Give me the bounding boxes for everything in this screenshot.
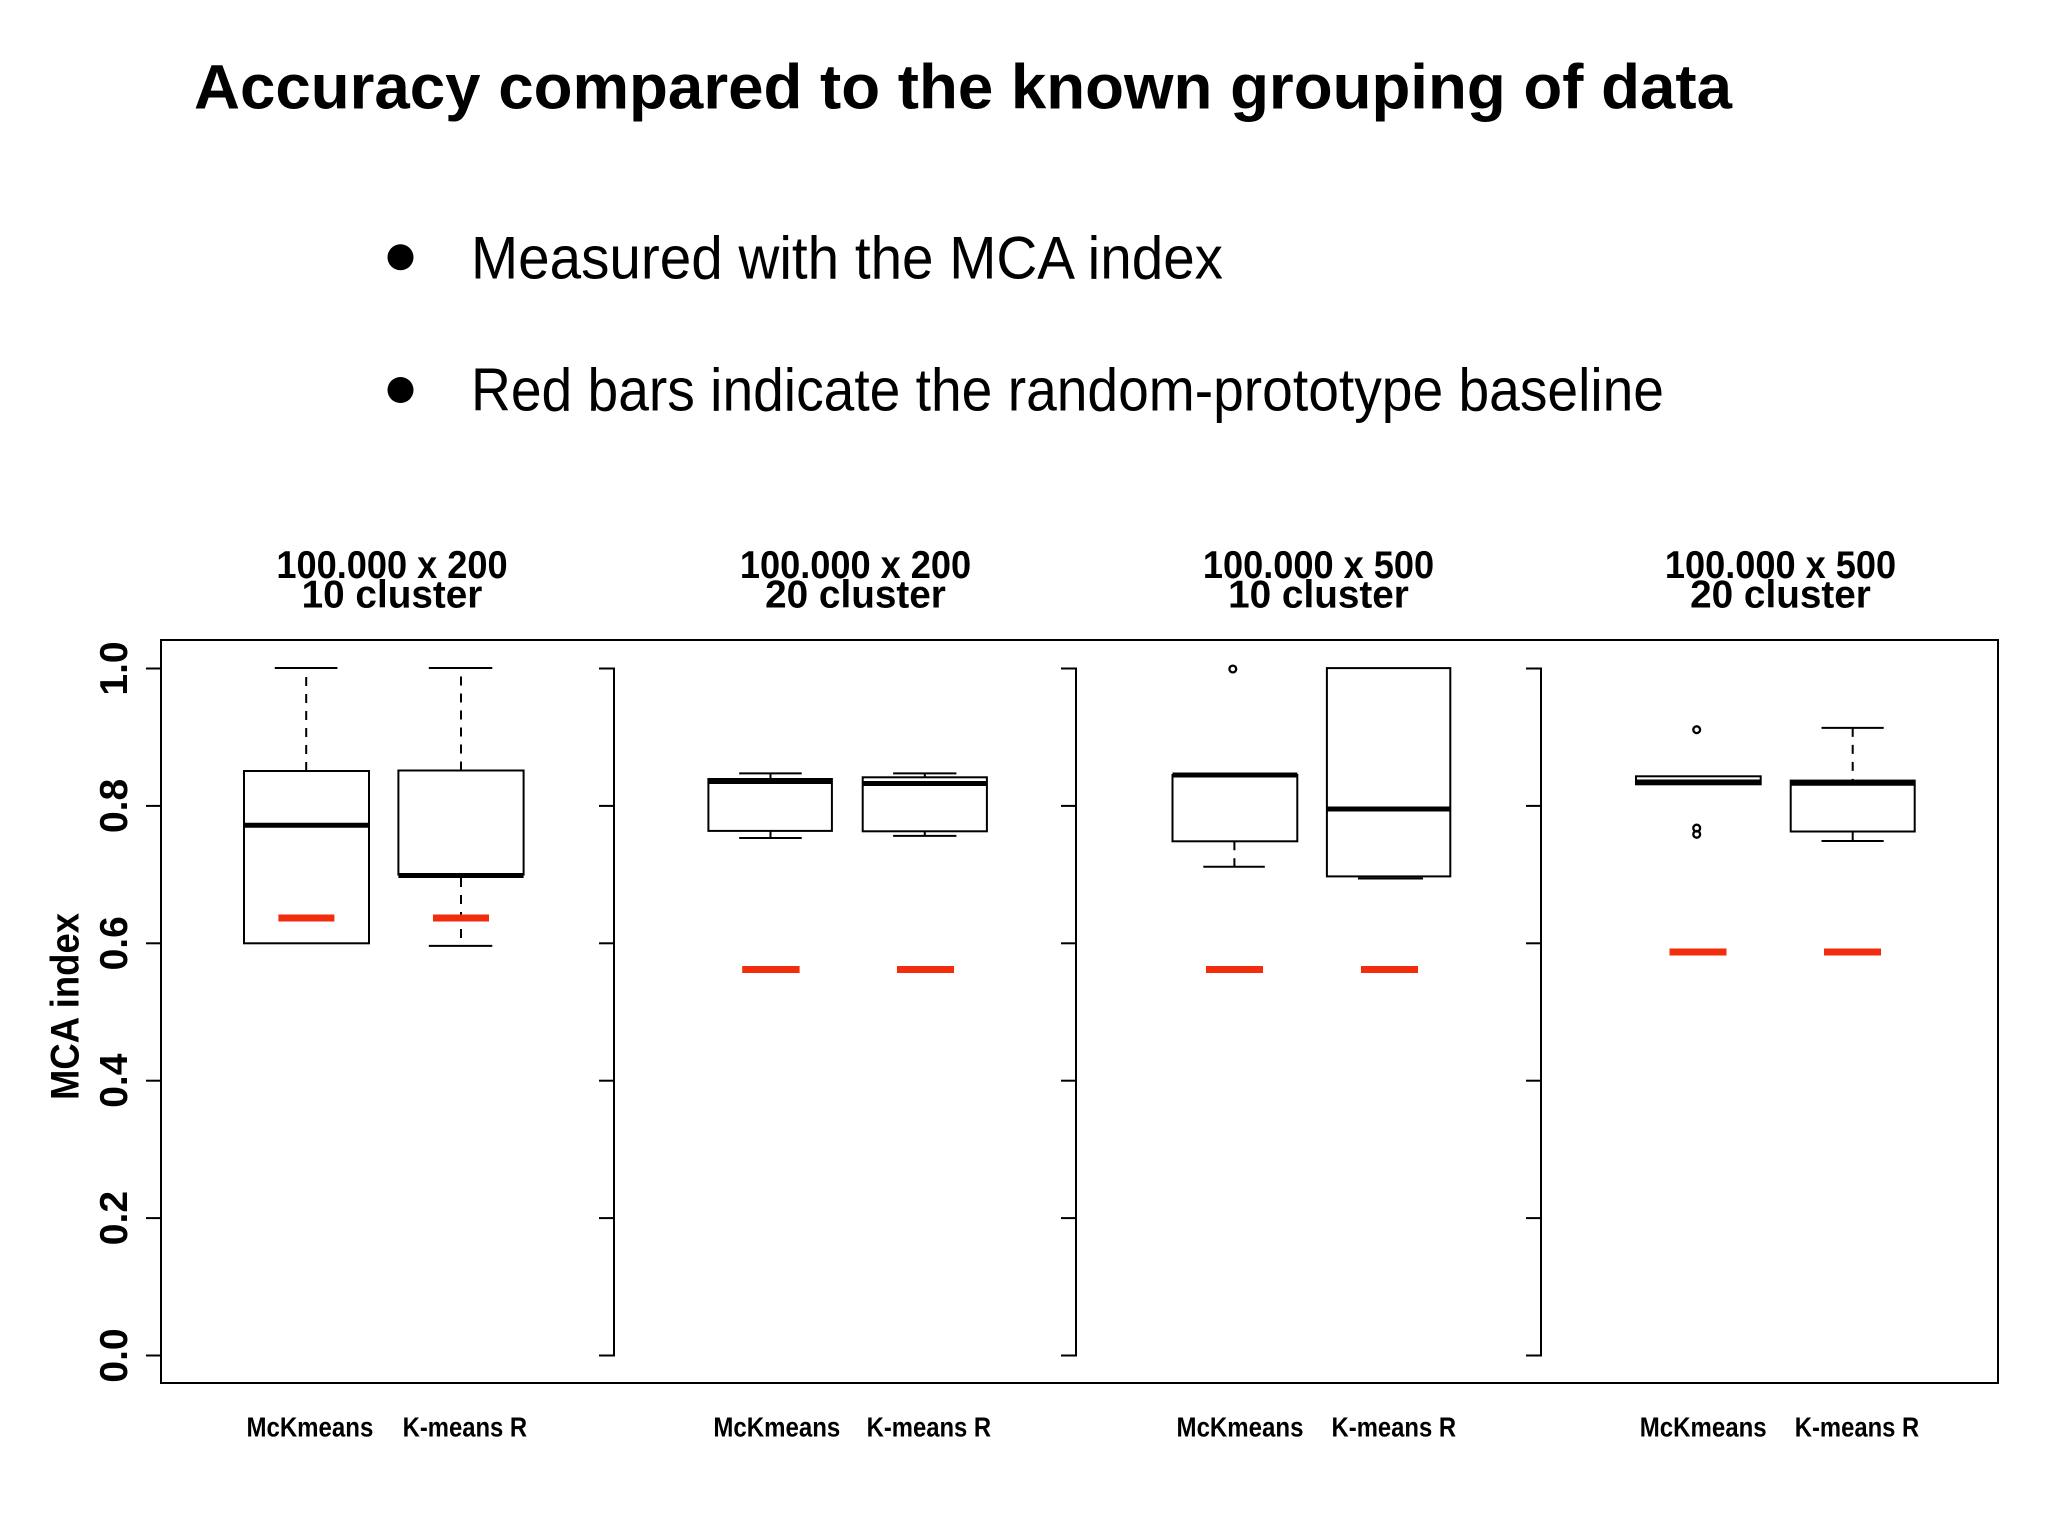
svg-text:Red bars indicate the random-p: Red bars indicate the random-prototype b…: [471, 357, 1664, 424]
svg-text:100.000 x 500: 100.000 x 500: [1665, 544, 1896, 587]
svg-text:McKmeans: McKmeans: [713, 1411, 840, 1442]
svg-text:100.000 x 500: 100.000 x 500: [1203, 544, 1434, 587]
svg-text:K-means R: K-means R: [1332, 1411, 1457, 1442]
svg-text:McKmeans: McKmeans: [1640, 1411, 1767, 1442]
svg-text:0.2: 0.2: [93, 1191, 136, 1245]
svg-text:Accuracy compared to the known: Accuracy compared to the known grouping …: [194, 52, 1733, 122]
svg-text:McKmeans: McKmeans: [1177, 1411, 1304, 1442]
svg-text:0.6: 0.6: [93, 916, 136, 970]
svg-text:0.4: 0.4: [93, 1053, 136, 1108]
svg-text:MCA index: MCA index: [44, 913, 88, 1100]
svg-text:100.000 x 200: 100.000 x 200: [276, 544, 507, 587]
svg-text:Measured with the MCA index: Measured with the MCA index: [471, 225, 1223, 292]
svg-text:K-means R: K-means R: [1795, 1411, 1920, 1442]
svg-text:0.0: 0.0: [93, 1328, 136, 1382]
svg-text:100.000 x 200: 100.000 x 200: [740, 544, 971, 587]
svg-text:K-means R: K-means R: [867, 1411, 992, 1442]
svg-text:20 cluster: 20 cluster: [1690, 573, 1871, 616]
svg-text:10 cluster: 10 cluster: [302, 573, 483, 616]
svg-text:0.8: 0.8: [93, 779, 136, 833]
svg-text:K-means R: K-means R: [403, 1411, 528, 1442]
svg-text:1.0: 1.0: [93, 641, 136, 695]
svg-text:20 cluster: 20 cluster: [765, 573, 946, 616]
svg-text:10 cluster: 10 cluster: [1228, 573, 1409, 616]
svg-text:McKmeans: McKmeans: [246, 1411, 373, 1442]
